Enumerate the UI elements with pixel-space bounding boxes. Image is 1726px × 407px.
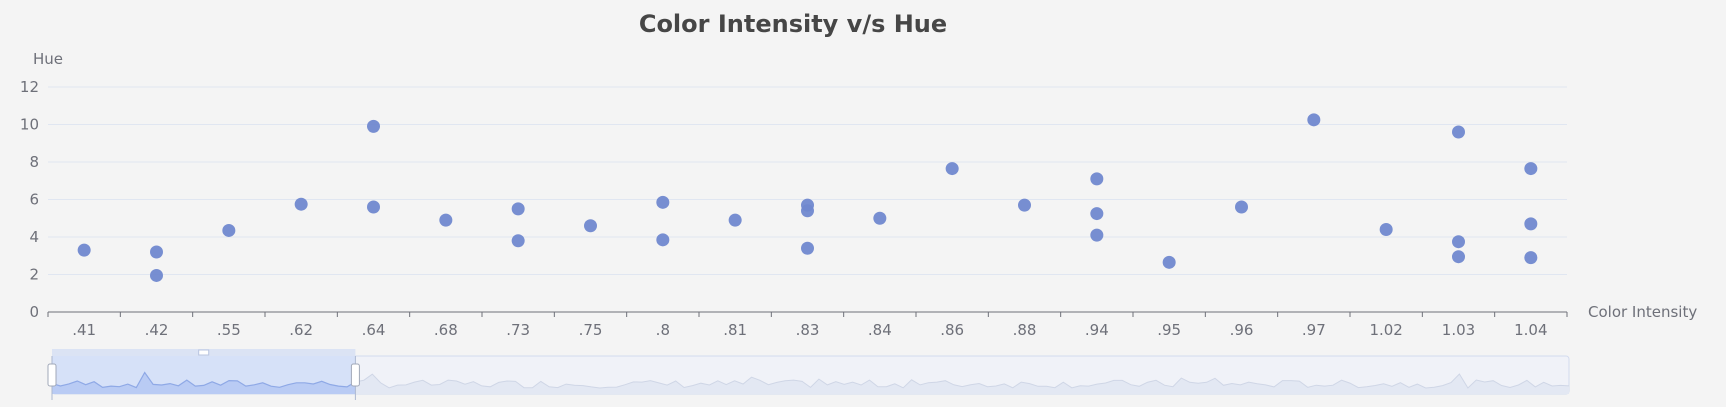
data-point[interactable] xyxy=(1379,223,1393,236)
zoom-move-grip-icon[interactable] xyxy=(198,349,210,356)
data-point[interactable] xyxy=(873,211,887,225)
data-point[interactable] xyxy=(656,233,670,247)
zoom-end-handle[interactable] xyxy=(350,363,360,387)
data-point[interactable] xyxy=(511,202,525,216)
data-point[interactable] xyxy=(1452,125,1465,139)
zoom-start-handle[interactable] xyxy=(47,363,57,387)
x-tick-label: .41 xyxy=(72,321,96,339)
data-point[interactable] xyxy=(656,195,670,209)
x-tick-label: .68 xyxy=(434,321,458,339)
data-point[interactable] xyxy=(1452,235,1465,249)
x-tick-label: .81 xyxy=(723,321,747,339)
data-point[interactable] xyxy=(367,119,380,133)
data-point[interactable] xyxy=(222,223,236,237)
data-point[interactable] xyxy=(77,243,91,257)
x-tick-label: .83 xyxy=(796,321,820,339)
y-axis-title: Hue xyxy=(33,50,63,68)
x-tick-label: 1.03 xyxy=(1442,321,1475,339)
x-tick-label: .88 xyxy=(1013,321,1037,339)
y-tick-label: 6 xyxy=(29,191,39,209)
x-tick-label: .8 xyxy=(656,321,670,339)
x-tick-label: 1.04 xyxy=(1514,321,1547,339)
x-tick-label: .62 xyxy=(289,321,313,339)
y-tick-label: 8 xyxy=(29,153,39,171)
x-tick-label: .64 xyxy=(362,321,386,339)
zoom-selected-sparkline xyxy=(52,371,356,394)
data-point[interactable] xyxy=(1524,162,1538,176)
data-zoom-slider[interactable] xyxy=(47,349,1570,400)
x-tick-label: .42 xyxy=(145,321,169,339)
data-point[interactable] xyxy=(584,219,597,233)
x-tick-label: .86 xyxy=(940,321,964,339)
data-points[interactable] xyxy=(77,113,1538,282)
x-tick-label: .55 xyxy=(217,321,241,339)
data-point[interactable] xyxy=(801,204,814,218)
x-tick-label: 1.02 xyxy=(1369,321,1402,339)
x-tick-label: .75 xyxy=(579,321,603,339)
x-tick-label: .94 xyxy=(1085,321,1109,339)
data-point[interactable] xyxy=(150,245,163,259)
data-point[interactable] xyxy=(294,197,308,211)
data-point[interactable] xyxy=(728,213,742,227)
data-point[interactable] xyxy=(945,162,959,176)
x-tick-label: .97 xyxy=(1302,321,1326,339)
data-point[interactable] xyxy=(1307,113,1321,127)
data-point[interactable] xyxy=(511,234,525,248)
data-point[interactable] xyxy=(439,213,453,227)
data-point[interactable] xyxy=(801,241,814,255)
y-axis: 0 2 4 6 8 10 12 xyxy=(20,78,39,321)
data-point[interactable] xyxy=(1524,251,1538,265)
data-point[interactable] xyxy=(1452,250,1465,264)
data-point[interactable] xyxy=(1090,228,1104,242)
data-point[interactable] xyxy=(1524,217,1538,231)
zoom-selected-area xyxy=(52,372,356,394)
x-tick-label: .95 xyxy=(1157,321,1181,339)
x-axis xyxy=(47,311,1568,317)
data-point[interactable] xyxy=(1162,255,1176,269)
chart-title: Color Intensity v/s Hue xyxy=(639,10,947,38)
x-tick-label: .96 xyxy=(1230,321,1254,339)
data-point[interactable] xyxy=(1090,207,1104,221)
y-tick-label: 4 xyxy=(29,228,39,246)
y-tick-label: 0 xyxy=(29,303,39,321)
data-point[interactable] xyxy=(1235,200,1248,214)
x-axis-tick-labels: .41 .42 .55 .62 .64 .68 .73 .75 .8 .81 .83 .84 .86 .8… xyxy=(72,321,1547,339)
zoom-selected-line xyxy=(52,371,356,389)
data-point[interactable] xyxy=(150,268,163,282)
y-tick-label: 12 xyxy=(20,78,39,96)
data-point[interactable] xyxy=(367,200,380,214)
data-point[interactable] xyxy=(1018,198,1031,212)
x-axis-title: Color Intensity xyxy=(1588,303,1697,321)
x-tick-label: .73 xyxy=(506,321,530,339)
x-tick-label: .84 xyxy=(868,321,892,339)
y-tick-label: 10 xyxy=(20,116,39,134)
y-tick-label: 2 xyxy=(29,266,39,284)
zoom-sparkline-area xyxy=(52,372,1569,394)
data-point[interactable] xyxy=(1090,172,1104,186)
